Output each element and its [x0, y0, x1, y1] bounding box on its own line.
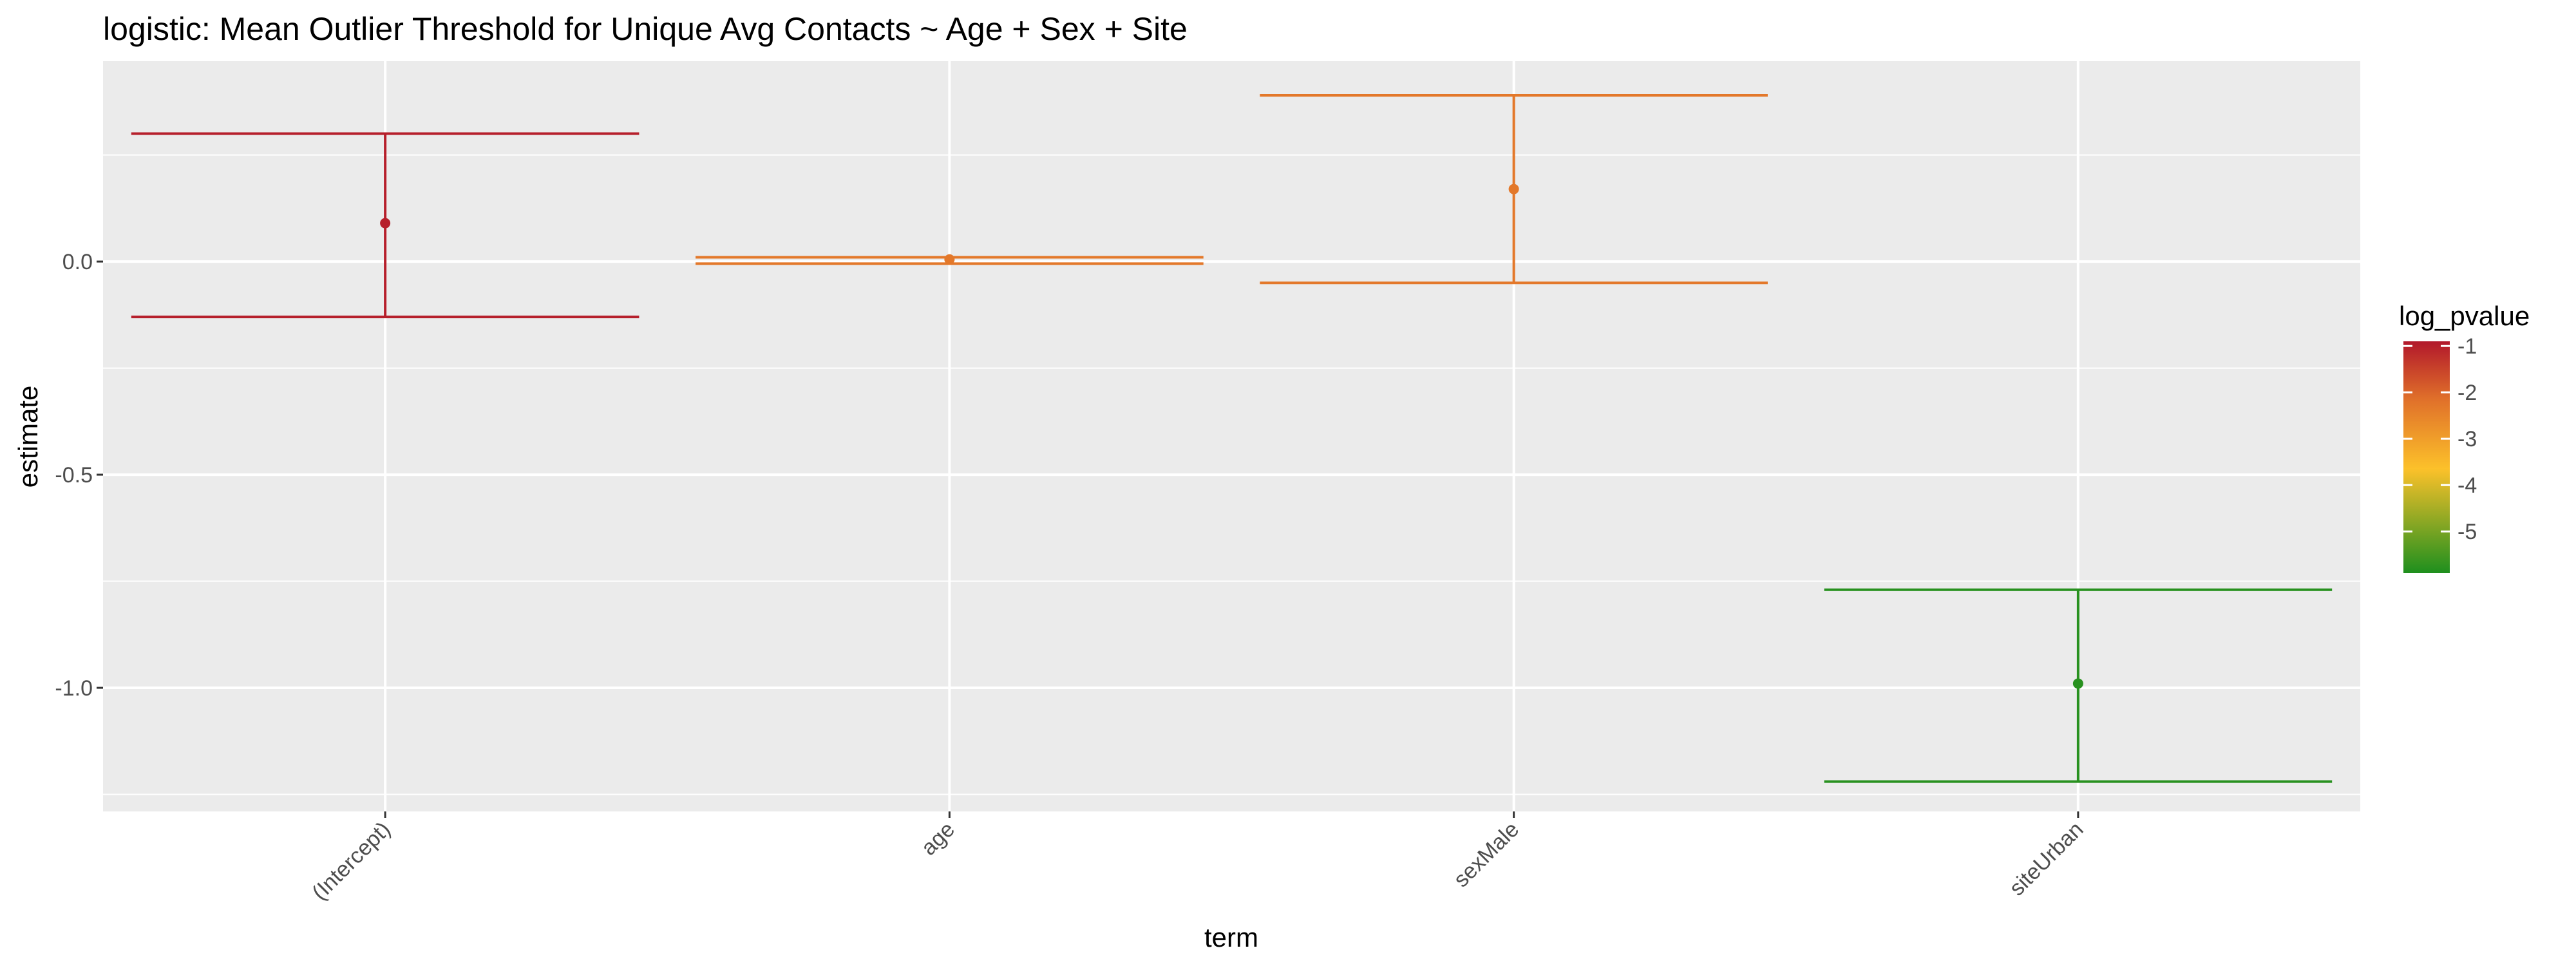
- legend-tick-label: -1: [2458, 334, 2477, 359]
- major-gridlines: [103, 61, 2360, 811]
- y-tick-label: 0.0: [62, 250, 93, 274]
- x-tick-label: age: [916, 817, 960, 860]
- estimate-point: [944, 254, 955, 265]
- y-tick-label: -0.5: [55, 463, 93, 488]
- estimate-point: [1508, 184, 1519, 194]
- y-axis-ticks: 0.0 -0.5 -1.0: [55, 250, 103, 701]
- estimate-points: [380, 184, 2083, 689]
- x-tick-label: siteUrban: [2005, 817, 2088, 901]
- estimate-point: [2072, 678, 2083, 689]
- estimate-point: [380, 218, 391, 229]
- x-tick-label: (Intercept): [307, 817, 395, 905]
- legend-tick-label: -5: [2458, 520, 2477, 544]
- legend-colorbar: [2403, 341, 2450, 573]
- x-tick-label: sexMale: [1449, 817, 1524, 892]
- minor-gridlines: [103, 154, 2360, 795]
- legend-tick-label: -2: [2458, 381, 2477, 405]
- legend-tick-label: -3: [2458, 427, 2477, 451]
- x-axis-title: term: [1204, 922, 1258, 952]
- legend-tick-label: -4: [2458, 473, 2477, 498]
- chart-title: logistic: Mean Outlier Threshold for Uni…: [103, 11, 1188, 47]
- legend-ticks: -1 -2 -3 -4 -5: [2403, 334, 2477, 544]
- y-axis-title: estimate: [13, 386, 43, 488]
- x-axis-ticks: (Intercept) age sexMale siteUrban: [307, 811, 2088, 905]
- legend-title: log_pvalue: [2399, 301, 2530, 331]
- plot-panel: [103, 61, 2360, 811]
- y-tick-label: -1.0: [55, 676, 93, 701]
- legend: log_pvalue -1 -2 -3 -4 -5: [2399, 301, 2530, 573]
